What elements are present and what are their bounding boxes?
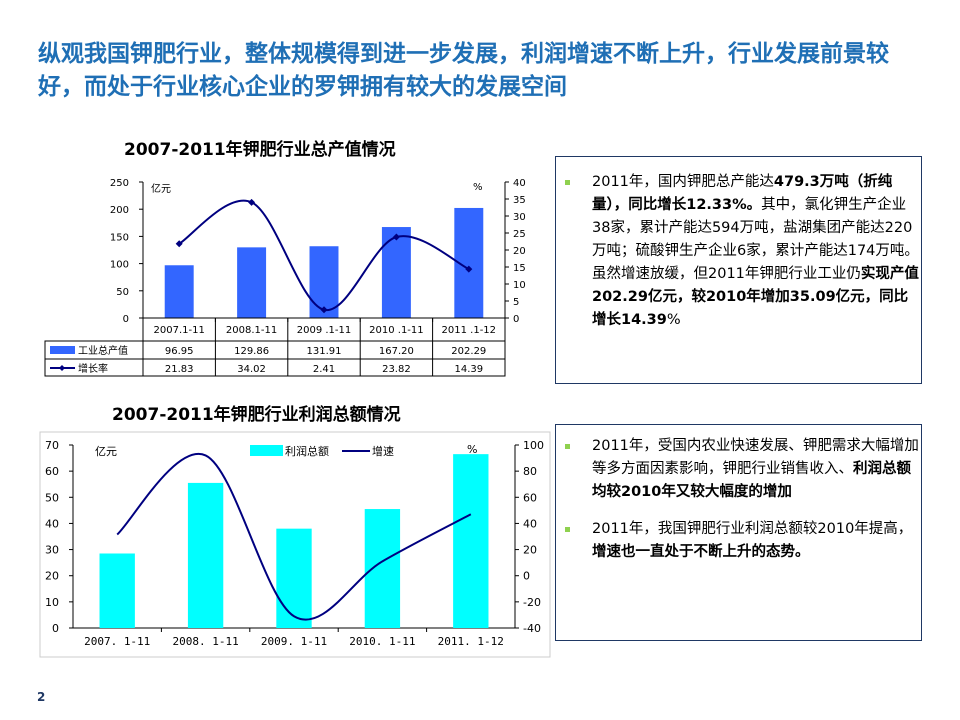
left-tick-label: 70 bbox=[45, 439, 59, 452]
value-label: 96.95 bbox=[165, 346, 194, 357]
right-tick-label: 40 bbox=[513, 178, 526, 189]
chart2-title: 2007-2011年钾肥行业利润总额情况 bbox=[112, 405, 401, 425]
right-tick-label: 20 bbox=[513, 246, 526, 257]
bar bbox=[276, 528, 312, 628]
left-tick-label: 100 bbox=[110, 260, 129, 271]
right-tick-label: 0 bbox=[513, 314, 519, 325]
right-tick-label: 20 bbox=[523, 544, 537, 557]
left-unit-label: 亿元 bbox=[95, 445, 117, 458]
right-tick-label: 80 bbox=[523, 465, 537, 478]
right-tick-label: 35 bbox=[513, 195, 526, 206]
category-label: 2011. 1-12 bbox=[438, 635, 504, 648]
category-label: 2008. 1-11 bbox=[172, 635, 238, 648]
legend-bar-label: 利润总额 bbox=[285, 444, 329, 458]
right-tick-label: 5 bbox=[513, 297, 519, 308]
bar bbox=[453, 454, 489, 628]
line-marker bbox=[248, 198, 256, 206]
category-label: 2009. 1-11 bbox=[261, 635, 327, 648]
bullet-text: 实现产值202.29亿元，较2010年增加35.09亿元，同比增长14.39 bbox=[592, 266, 919, 328]
growth-label: 14.39 bbox=[454, 364, 483, 375]
left-tick-label: 250 bbox=[110, 178, 129, 189]
bar bbox=[187, 482, 224, 628]
growth-line bbox=[116, 452, 472, 621]
right-tick-label: 40 bbox=[523, 517, 537, 530]
category-label: 2011 .1-12 bbox=[442, 325, 497, 336]
category-label: 2008.1-11 bbox=[226, 325, 277, 336]
bullet-text: 2011年，国内钾肥总产能达 bbox=[592, 174, 774, 190]
info-box-2: 2011年，受国内农业快速发展、钾肥需求大幅增加等多方面因素影响，钾肥行业销售收… bbox=[555, 424, 922, 641]
slide-title: 纵观我国钾肥行业，整体规模得到进一步发展，利润增速不断上升，行业发展前景较好，而… bbox=[38, 41, 889, 100]
category-label: 2010. 1-11 bbox=[349, 635, 415, 648]
line-marker bbox=[175, 240, 183, 248]
bullet-text: % bbox=[666, 312, 681, 328]
left-tick-label: 50 bbox=[116, 287, 129, 298]
left-tick-label: 60 bbox=[45, 465, 59, 478]
bullet-text: 2011年，我国钾肥行业利润总额较2010年提高， bbox=[592, 521, 913, 537]
bar bbox=[381, 227, 411, 318]
bullet-text: 增速也一直处于不断上升的态势。 bbox=[592, 544, 810, 560]
left-tick-label: 0 bbox=[52, 622, 59, 635]
legend-bar-swatch bbox=[250, 445, 283, 456]
bar bbox=[99, 553, 135, 628]
growth-label: 34.02 bbox=[237, 364, 266, 375]
right-tick-label: 25 bbox=[513, 229, 526, 240]
growth-label: 21.83 bbox=[165, 364, 194, 375]
right-tick-label: 0 bbox=[523, 570, 530, 583]
value-label: 131.91 bbox=[307, 346, 342, 357]
legend-line-label: 增速 bbox=[372, 444, 394, 458]
right-unit-label: % bbox=[473, 182, 483, 193]
bar bbox=[309, 246, 339, 318]
left-tick-label: 20 bbox=[45, 570, 59, 583]
growth-label: 2.41 bbox=[313, 364, 335, 375]
value-label: 167.20 bbox=[379, 346, 414, 357]
line-marker bbox=[392, 233, 400, 241]
bullet-item: 2011年，国内钾肥总产能达479.3万吨（折纯量），同比增长12.33%。其中… bbox=[556, 171, 921, 332]
left-tick-label: 40 bbox=[45, 517, 59, 530]
bullet-text: 2011年，受国内农业快速发展、钾肥需求大幅增加等多方面因素影响，钾肥行业销售收… bbox=[592, 438, 919, 477]
right-tick-label: 60 bbox=[523, 491, 537, 504]
left-tick-label: 200 bbox=[110, 205, 129, 216]
right-tick-label: -20 bbox=[523, 596, 541, 609]
category-label: 2007.1-11 bbox=[154, 325, 205, 336]
growth-label: 23.82 bbox=[382, 364, 411, 375]
bullet-text: 479.3万吨（折纯量），同比增长12.33%。 bbox=[592, 174, 893, 213]
right-tick-label: 100 bbox=[523, 439, 544, 452]
page-number: 2 bbox=[37, 690, 46, 704]
left-tick-label: 10 bbox=[45, 596, 59, 609]
left-tick-label: 30 bbox=[45, 544, 59, 557]
category-label: 2007. 1-11 bbox=[84, 635, 150, 648]
bullet-text: 利润总额均较2010年又较大幅度的增加 bbox=[592, 461, 911, 500]
info-box-1: 2011年，国内钾肥总产能达479.3万吨（折纯量），同比增长12.33%。其中… bbox=[555, 156, 922, 384]
right-tick-label: 30 bbox=[513, 212, 526, 223]
right-unit-label: % bbox=[467, 443, 477, 456]
value-label: 129.86 bbox=[234, 346, 269, 357]
right-tick-label: -40 bbox=[523, 622, 541, 635]
left-unit-label: 亿元 bbox=[151, 182, 171, 195]
chart2-border bbox=[39, 431, 551, 658]
left-tick-label: 150 bbox=[110, 232, 129, 243]
bar bbox=[164, 265, 194, 318]
legend-bar-swatch bbox=[50, 346, 75, 354]
value-label: 202.29 bbox=[451, 346, 486, 357]
bullet-item: 2011年，我国钾肥行业利润总额较2010年提高， 增速也一直处于不断上升的态势。 bbox=[556, 518, 921, 564]
line-marker bbox=[465, 265, 473, 273]
legend-line-marker bbox=[59, 365, 65, 371]
left-tick-label: 0 bbox=[123, 314, 129, 325]
left-tick-label: 50 bbox=[45, 491, 59, 504]
right-tick-label: 15 bbox=[513, 263, 526, 274]
chart1-title: 2007-2011年钾肥行业总产值情况 bbox=[124, 140, 396, 160]
legend-bar-label: 工业总产值 bbox=[78, 344, 128, 357]
bullet-item: 2011年，受国内农业快速发展、钾肥需求大幅增加等多方面因素影响，钾肥行业销售收… bbox=[556, 435, 921, 504]
bar bbox=[364, 509, 401, 628]
bar bbox=[237, 247, 267, 318]
bullet-text: 其中，氯化钾生产企业38家，累计产能达594万吨，盐湖集团产能达220万吨；硫酸… bbox=[592, 197, 919, 282]
right-tick-label: 10 bbox=[513, 280, 526, 291]
legend-line-label: 增长率 bbox=[78, 362, 108, 375]
category-label: 2010 .1-11 bbox=[369, 325, 424, 336]
category-label: 2009 .1-11 bbox=[297, 325, 352, 336]
line-marker bbox=[320, 306, 328, 314]
